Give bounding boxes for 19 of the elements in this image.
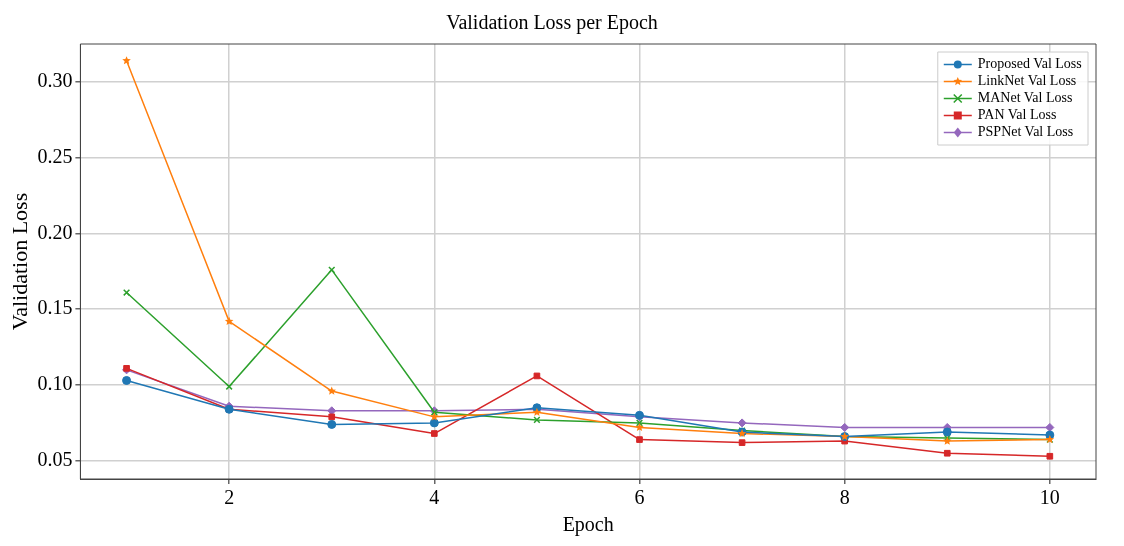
x-tick-label: 8	[839, 486, 850, 509]
y-tick-label: 0.25	[37, 144, 73, 167]
x-tick-label: 2	[224, 486, 235, 509]
chart-title: Validation Loss per Epoch	[446, 11, 658, 35]
legend-label: MANet Val Loss	[977, 90, 1073, 106]
y-tick-label: 0.15	[37, 296, 73, 319]
y-tick-label: 0.10	[37, 372, 73, 395]
x-tick-label: 4	[429, 486, 440, 509]
x-tick-label: 10	[1039, 486, 1060, 509]
legend-label: PSPNet Val Loss	[977, 124, 1074, 140]
y-tick-label: 0.20	[37, 220, 73, 243]
y-axis-title: Validation Loss	[6, 192, 32, 331]
legend-label: Proposed Val Loss	[977, 56, 1082, 72]
y-tick-label: 0.30	[37, 69, 73, 92]
legend-label: PAN Val Loss	[977, 107, 1057, 123]
x-tick-label: 6	[634, 486, 645, 509]
legend-label: LinkNet Val Loss	[977, 73, 1077, 89]
y-tick-label: 0.05	[37, 448, 73, 471]
x-axis-title: Epoch	[562, 513, 614, 537]
